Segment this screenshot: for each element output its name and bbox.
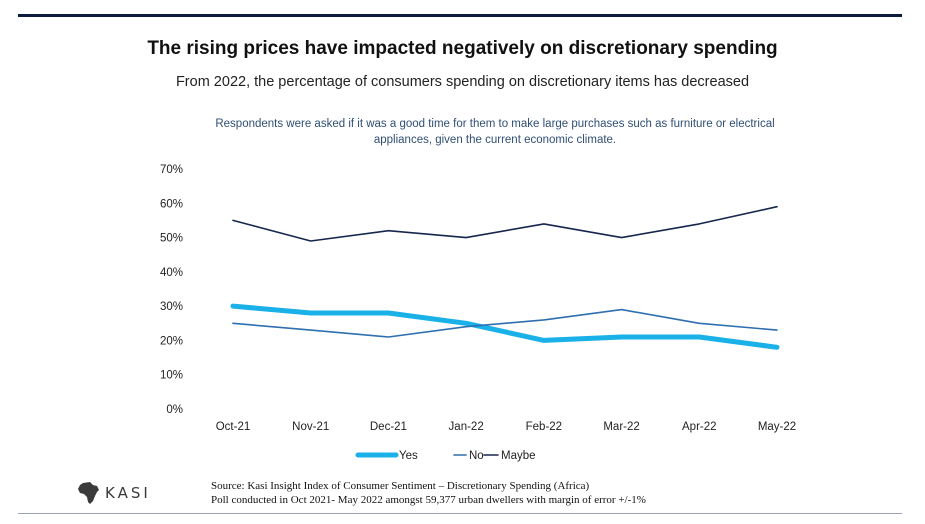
x-tick-label: Apr-22 [682,421,717,433]
x-tick-label: Jan-22 [449,421,484,433]
x-tick-label: Feb-22 [526,421,562,433]
source-note: Source: Kasi Insight Index of Consumer S… [211,479,646,507]
legend-label-no: No [469,450,484,462]
series-line-no [232,308,778,338]
y-tick-label: 30% [160,301,183,313]
y-tick-label: 20% [160,335,183,347]
y-tick-label: 50% [160,233,183,245]
top-rule [18,14,902,17]
y-tick-label: 60% [160,198,183,210]
x-tick-label: Nov-21 [292,421,329,433]
y-tick-label: 10% [160,370,183,382]
chart-subtitle: From 2022, the percentage of consumers s… [175,74,750,90]
logo-text: KASI [105,484,151,502]
y-tick-label: 40% [160,267,183,279]
legend-label-yes: Yes [399,450,418,462]
source-line-1: Source: Kasi Insight Index of Consumer S… [211,480,590,492]
x-tick-label: May-22 [758,421,796,433]
survey-question: Respondents were asked if it was a good … [215,118,775,146]
x-tick-label: Dec-21 [370,421,407,433]
chart-title: The rising prices have impacted negative… [147,38,778,59]
x-tick-label: Oct-21 [216,421,251,433]
legend-label-maybe: Maybe [501,450,536,462]
kasi-logo: KASI [76,480,151,506]
source-line-2: Poll conducted in Oct 2021- May 2022 amo… [211,494,646,506]
y-tick-label: 70% [160,164,183,176]
africa-map-icon [78,482,99,504]
series-line-yes [230,303,780,350]
x-tick-label: Mar-22 [603,421,639,433]
bottom-rule [18,513,902,514]
series-line-maybe [232,205,778,242]
y-tick-label: 0% [166,404,183,416]
